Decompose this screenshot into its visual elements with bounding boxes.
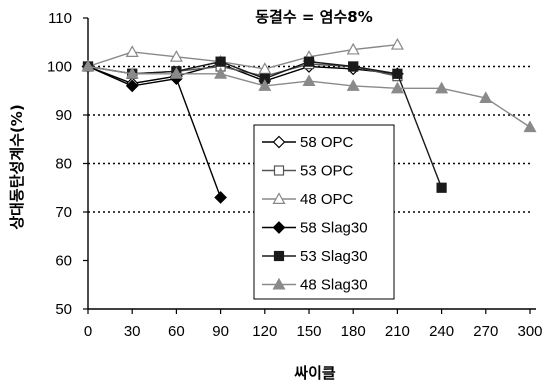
- data-point: [390, 37, 404, 50]
- data-point: [125, 79, 139, 93]
- series-group: [81, 37, 537, 204]
- y-tick-label: 80: [55, 156, 72, 173]
- legend-label: 58 OPC: [300, 134, 354, 151]
- data-point: [169, 50, 183, 62]
- x-tick-label: 300: [517, 323, 542, 340]
- data-point: [125, 45, 139, 57]
- x-tick-label: 120: [252, 323, 277, 340]
- legend-entry: 48 Slag30: [262, 277, 368, 294]
- legend-marker: [272, 277, 286, 290]
- y-tick-label: 100: [47, 59, 72, 76]
- y-tick-label: 70: [55, 204, 72, 221]
- legend-label: 48 OPC: [300, 191, 354, 208]
- series-48-slag30: [81, 59, 537, 133]
- y-tick-label: 90: [55, 107, 72, 124]
- legend-label: 48 Slag30: [300, 277, 368, 294]
- y-axis-label: 상대동탄성계수(%): [8, 104, 26, 229]
- data-point: [436, 182, 447, 193]
- legend-marker: [272, 135, 286, 149]
- x-tick-label: 240: [429, 323, 454, 340]
- x-tick-labels: 0 30 60 90 120 150 180 210 240 270 300: [84, 323, 543, 340]
- series-53-slag30: [82, 56, 447, 193]
- legend-label: 53 Slag30: [300, 248, 368, 265]
- data-point: [302, 74, 316, 87]
- legend-entry: 58 Slag30: [262, 220, 368, 237]
- legend-box: [253, 124, 395, 300]
- series-line: [87, 63, 398, 85]
- title-background: [228, 5, 400, 27]
- data-point: [258, 62, 272, 74]
- legend-entry: 48 OPC: [262, 191, 354, 208]
- x-tick-label: 150: [296, 323, 321, 340]
- y-tick-label: 110: [48, 10, 72, 27]
- legend-entry: 53 OPC: [262, 163, 354, 180]
- series-line: [87, 43, 398, 70]
- data-point: [346, 42, 360, 55]
- legend-marker: [273, 165, 285, 176]
- data-point: [390, 81, 404, 94]
- legend-entry: 58 OPC: [262, 134, 354, 151]
- data-point: [479, 91, 493, 104]
- y-tick-labels: 50 60 70 80 90 100 110: [47, 10, 72, 318]
- data-point: [125, 67, 139, 79]
- data-point: [348, 61, 359, 72]
- data-point: [81, 59, 95, 72]
- series-line: [87, 65, 222, 198]
- legend-marker: [272, 221, 286, 234]
- x-tick-label: 270: [473, 323, 498, 340]
- x-axis-label: 싸이클: [294, 364, 336, 382]
- legend: 58 OPC 53 OPC 48 OPC 58 Slag30 53 Slag30 48 S…: [253, 124, 395, 300]
- x-tick-label: 180: [341, 323, 366, 340]
- data-point: [523, 120, 537, 133]
- series-58-slag30: [81, 60, 227, 204]
- legend-marker: [273, 250, 285, 262]
- data-point: [303, 56, 315, 67]
- data-point: [214, 191, 227, 204]
- chart-title: 동결수 = 염수8%: [255, 8, 372, 26]
- legend-label: 58 Slag30: [300, 220, 368, 237]
- y-tick-label: 60: [55, 253, 72, 270]
- data-point: [215, 56, 226, 67]
- x-tick-label: 0: [84, 323, 92, 340]
- x-tick-label: 210: [385, 323, 410, 340]
- legend-entry: 53 Slag30: [262, 248, 368, 265]
- y-tick-label: 50: [55, 301, 72, 318]
- data-point: [258, 79, 272, 91]
- legend-label: 53 OPC: [300, 163, 354, 180]
- legend-marker: [272, 192, 286, 204]
- x-tick-label: 60: [168, 323, 185, 340]
- data-point: [214, 67, 228, 79]
- axes: [83, 17, 536, 314]
- data-point: [392, 68, 403, 79]
- x-tick-label: 30: [124, 323, 141, 340]
- data-point: [346, 79, 360, 91]
- x-tick-label: 90: [212, 323, 229, 340]
- data-point: [169, 67, 183, 79]
- data-point: [435, 81, 449, 94]
